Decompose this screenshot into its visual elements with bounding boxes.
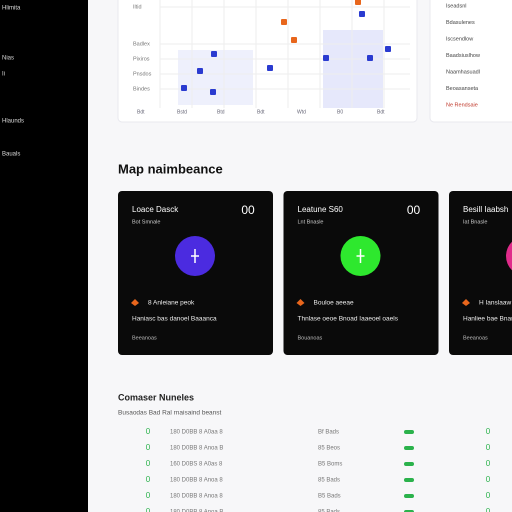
row-end: 0 xyxy=(486,459,491,468)
row-end: 0 xyxy=(486,427,491,436)
card-title: Besill Iaabsh xyxy=(463,205,508,214)
row-value: 85 Bads xyxy=(318,510,340,512)
row-status: 0 xyxy=(146,507,151,512)
list-item: Iscsendlow xyxy=(446,36,473,42)
card-subtitle: Lnt Bnasle xyxy=(298,219,324,225)
sidebar-item: Hlimita xyxy=(2,6,21,12)
chart-dot xyxy=(367,55,373,61)
metric-card xyxy=(449,191,512,355)
row-status: 0 xyxy=(146,475,151,484)
y-label: Iltid xyxy=(133,4,142,10)
sidebar-item: Ii xyxy=(2,72,5,78)
chart-dot xyxy=(385,46,391,52)
section-title: Map naimbeance xyxy=(118,161,223,176)
table-subtitle: Busaodas Bad Ral rnaisaind beanst xyxy=(118,410,222,417)
row-id: 160 D0BS 8 A0as 8 xyxy=(170,462,223,468)
row-pill xyxy=(404,430,414,434)
card-description: Hanliee bae Bnamnesa xyxy=(463,316,512,323)
y-label: Bindes xyxy=(133,86,150,92)
chart-dot xyxy=(197,68,203,74)
chart-dot xyxy=(211,51,217,57)
row-value: Bf Bads xyxy=(318,430,339,436)
row-pill xyxy=(404,494,414,498)
row-value: B5 Boms xyxy=(318,462,342,468)
sidebar-item: Hlaunds xyxy=(2,119,24,125)
card-description: Haniasc bas danoel Baaanca xyxy=(132,316,217,323)
card-subtitle: Iat Bnasle xyxy=(463,219,487,225)
row-status: 0 xyxy=(146,427,151,436)
row-value: B5 Bads xyxy=(318,494,341,500)
row-value: 85 Beos xyxy=(318,446,340,452)
row-end: 0 xyxy=(486,443,491,452)
sidebar-item: Nias xyxy=(2,56,14,62)
card-badge: 00 xyxy=(407,203,421,217)
note-icon xyxy=(296,299,305,306)
card-subtitle: Bot Smnale xyxy=(132,219,160,225)
list-card xyxy=(429,0,512,123)
y-label: Pnsdos xyxy=(133,71,152,77)
note-icon xyxy=(131,299,139,306)
y-label: Pixiros xyxy=(133,56,150,62)
row-status: 0 xyxy=(146,491,151,500)
row-end: 0 xyxy=(486,491,491,500)
x-label: Wtd xyxy=(297,109,306,115)
list-item: Bdasulenes xyxy=(446,20,475,26)
x-label: B0 xyxy=(337,109,343,115)
card-note: 8 Anleiane peok xyxy=(148,300,195,307)
row-id: 180 D0BB 8 Anoa 8 xyxy=(170,494,223,500)
card-icon xyxy=(506,241,512,271)
chart-dot xyxy=(210,89,216,95)
chart-dot xyxy=(291,37,297,43)
list-item: Beoasanseta xyxy=(446,86,479,92)
card-title: Leatune S60 xyxy=(298,205,344,214)
x-label: Bstd xyxy=(177,109,187,115)
chart-dot xyxy=(267,65,273,71)
chart-dot xyxy=(323,55,329,61)
chart-dot xyxy=(355,0,361,5)
chart-highlight xyxy=(178,50,253,105)
row-id: 180 D0BB 8 Anoa B xyxy=(170,446,223,452)
row-pill xyxy=(404,446,414,450)
row-id: 180 D0BB 8 Anoa B xyxy=(170,510,223,512)
row-value: 85 Bads xyxy=(318,478,340,484)
card-note: H Ianslaaw xyxy=(479,300,511,307)
list-item: Naamhasuadl xyxy=(446,69,480,75)
x-label: Btd xyxy=(217,109,225,115)
row-id: 180 D0BB 8 A0aa 8 xyxy=(170,430,223,436)
chart-dot xyxy=(359,11,365,17)
chart-dot xyxy=(181,85,187,91)
row-end: 0 xyxy=(486,507,491,512)
sidebar xyxy=(0,0,88,512)
x-label: Bdt xyxy=(137,109,145,115)
row-id: 180 D0BB 8 Anoa 8 xyxy=(170,478,223,484)
sidebar-item: Bauals xyxy=(2,152,20,158)
row-pill xyxy=(404,478,414,482)
x-label: Bdt xyxy=(257,109,265,115)
note-icon xyxy=(462,299,470,306)
card-footer: Beeanoas xyxy=(132,335,157,341)
row-status: 0 xyxy=(146,443,151,452)
card-description: Thnlase oeoe Bnoad Iaaeoel oaels xyxy=(298,316,399,323)
list-item: Iseadsnl xyxy=(446,3,467,9)
list-item: Baadsiuslhow xyxy=(446,53,480,59)
card-footer: Bouanoas xyxy=(298,335,323,341)
row-pill xyxy=(404,462,414,466)
y-label: Badlex xyxy=(133,41,150,47)
card-footer: Beeanoas xyxy=(463,335,488,341)
chart-highlight xyxy=(323,30,383,108)
card-badge: 00 xyxy=(241,203,255,217)
list-item: Ne Rendsaie xyxy=(446,102,478,108)
card-title: Loace Dasck xyxy=(132,205,179,214)
row-status: 0 xyxy=(146,459,151,468)
x-label: Bdt xyxy=(377,109,385,115)
row-end: 0 xyxy=(486,475,491,484)
card-note: Bouloe aeeae xyxy=(314,300,355,307)
table-title: Comaser Nuneles xyxy=(118,392,194,402)
chart-dot xyxy=(281,19,287,25)
